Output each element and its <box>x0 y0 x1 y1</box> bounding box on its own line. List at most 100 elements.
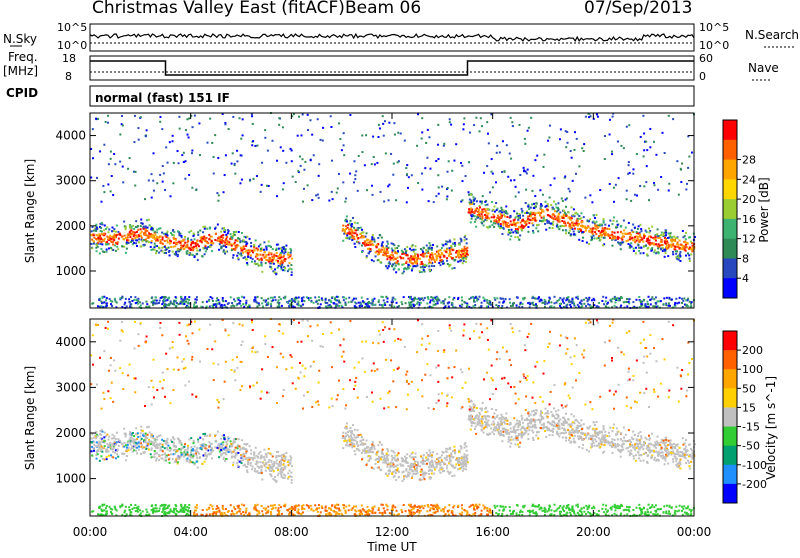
power-cell <box>557 226 559 228</box>
power-cell <box>452 306 454 308</box>
power-cell <box>485 217 487 219</box>
power-cell <box>184 236 186 238</box>
power-cell <box>110 300 112 302</box>
power-cell <box>556 206 558 208</box>
power-cell <box>245 300 247 302</box>
power-cell <box>114 163 116 165</box>
power-cell <box>165 235 167 237</box>
power-cell <box>439 256 441 258</box>
power-cell <box>129 227 131 229</box>
velocity-cell <box>137 432 139 434</box>
velocity-cell <box>203 454 205 456</box>
power-cell <box>338 122 340 124</box>
velocity-cell <box>129 439 131 441</box>
power-cell <box>383 251 385 253</box>
power-cell <box>640 136 642 138</box>
velocity-cell <box>138 449 140 451</box>
power-cell <box>274 296 276 298</box>
velocity-cell <box>211 457 213 459</box>
velocity-cell <box>261 472 263 474</box>
power-cell <box>570 301 572 303</box>
power-cell <box>493 206 495 208</box>
power-cell <box>348 297 350 299</box>
power-cell <box>165 233 167 235</box>
power-cell <box>190 249 192 251</box>
power-cell <box>502 140 504 142</box>
power-cell <box>601 300 603 302</box>
power-cell <box>138 238 140 240</box>
noise-right-tick-top: 10^5 <box>699 21 729 34</box>
power-cell <box>475 226 477 228</box>
velocity-cell <box>223 434 225 436</box>
power-cell <box>320 139 322 141</box>
power-cell <box>585 305 587 307</box>
power-cell <box>394 298 396 300</box>
power-cell <box>633 248 635 250</box>
power-cell <box>568 299 570 301</box>
power-cell <box>182 240 184 242</box>
power-cell <box>232 305 234 307</box>
power-cell <box>261 302 263 304</box>
velocity-cell <box>245 451 247 453</box>
power-cell <box>163 299 165 301</box>
velocity-cell <box>140 442 142 444</box>
power-cell <box>490 304 492 306</box>
velocity-cell <box>109 442 111 444</box>
power-cell <box>437 174 439 176</box>
power-cell <box>406 261 408 263</box>
velocity-cell <box>232 464 234 466</box>
power-cell <box>561 198 563 200</box>
power-cell <box>600 236 602 238</box>
velocity-cell <box>234 449 236 451</box>
power-cell <box>553 218 555 220</box>
power-cell <box>663 297 665 299</box>
power-cell <box>353 238 355 240</box>
power-cell <box>421 131 423 133</box>
velocity-cell <box>267 452 269 454</box>
velocity-cell <box>253 456 255 458</box>
power-cell <box>200 240 202 242</box>
power-cell <box>629 244 631 246</box>
power-cell <box>116 246 118 248</box>
power-cell <box>275 249 277 251</box>
velocity-cell <box>446 465 448 467</box>
velocity-cell <box>264 459 266 461</box>
power-cell <box>354 222 356 224</box>
power-cell <box>411 174 413 176</box>
power-cell <box>470 221 472 223</box>
velocity-cell <box>246 443 248 445</box>
velocity-cell <box>278 472 280 474</box>
power-cell <box>574 149 576 151</box>
power-cell <box>451 304 453 306</box>
velocity-cell <box>250 453 252 455</box>
velocity-cell <box>234 441 236 443</box>
power-cell <box>188 299 190 301</box>
power-cell <box>197 259 199 261</box>
power-cell <box>570 219 572 221</box>
power-cell <box>98 298 100 300</box>
velocity-cell <box>181 454 183 456</box>
noise-left-tick-bottom: 10^0 <box>57 39 87 52</box>
power-cell <box>503 211 505 213</box>
power-cell <box>475 208 477 210</box>
velocity-cell <box>97 453 99 455</box>
power-cell <box>533 232 535 234</box>
power-cell <box>177 150 179 152</box>
power-cell <box>164 240 166 242</box>
power-cell <box>371 299 373 301</box>
power-cell <box>571 222 573 224</box>
velocity-cell <box>180 442 182 444</box>
power-cell <box>635 247 637 249</box>
power-cell <box>371 238 373 240</box>
power-cell <box>632 173 634 175</box>
power-cell <box>214 134 216 136</box>
power-cell <box>647 248 649 250</box>
velocity-cell <box>464 447 466 449</box>
power-cell <box>346 235 348 237</box>
velocity-cell <box>135 442 137 444</box>
power-cell <box>685 255 687 257</box>
power-cell <box>614 237 616 239</box>
velocity-cell <box>283 460 285 462</box>
power-cell <box>344 302 346 304</box>
power-cell <box>243 239 245 241</box>
